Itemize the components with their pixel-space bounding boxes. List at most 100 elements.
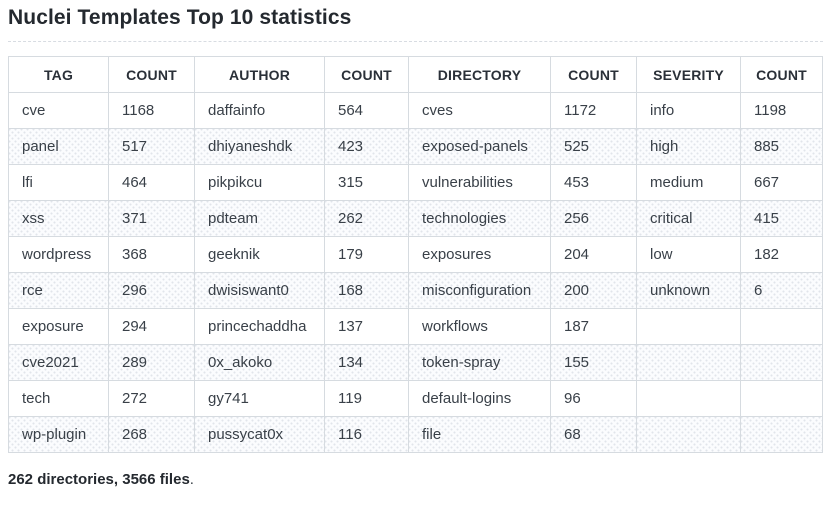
table-cell-directory-count: 68 (550, 416, 637, 454)
column-header-severity: SEVERITY (636, 56, 741, 94)
table-cell-tag: wp-plugin (8, 416, 109, 454)
title-divider (8, 41, 823, 43)
table-cell-directory: default-logins (408, 380, 551, 418)
page-container: Nuclei Templates Top 10 statistics TAG CO… (8, 6, 823, 488)
table-cell-author-count: 315 (324, 164, 409, 202)
table-cell-directory-count: 187 (550, 308, 637, 346)
table-cell-tag: rce (8, 272, 109, 310)
table-cell-author-count: 564 (324, 92, 409, 130)
table-cell-directory: file (408, 416, 551, 454)
table-cell-author: pikpikcu (194, 164, 325, 202)
table-cell-tag: lfi (8, 164, 109, 202)
table-cell-directory-count: 155 (550, 344, 637, 382)
table-cell-severity: medium (636, 164, 741, 202)
table-cell-tag: cve2021 (8, 344, 109, 382)
table-cell-tag-count: 296 (108, 272, 195, 310)
column-header-directory-count: COUNT (550, 56, 637, 94)
table-cell-directory: token-spray (408, 344, 551, 382)
table-cell-author: dwisiswant0 (194, 272, 325, 310)
table-cell-tag-count: 371 (108, 200, 195, 238)
column-header-severity-count: COUNT (740, 56, 823, 94)
table-cell-tag-count: 272 (108, 380, 195, 418)
table-cell-author: daffainfo (194, 92, 325, 130)
summary-line: 262 directories, 3566 files. (8, 471, 823, 488)
table-row: wp-plugin 268 pussycat0x 116 file 68 (8, 416, 823, 454)
table-cell-severity: unknown (636, 272, 741, 310)
column-header-tag: TAG (8, 56, 109, 94)
table-row: xss 371 pdteam 262 technologies 256 critical 41… (8, 200, 823, 238)
table-row: cve2021 289 0x_akoko 134 token-spray 155 (8, 344, 823, 382)
column-header-directory: DIRECTORY (408, 56, 551, 94)
table-cell-directory-count: 200 (550, 272, 637, 310)
table-row: panel 517 dhiyaneshdk 423 exposed-panels 525 h… (8, 128, 823, 166)
nuclei-stats-table: TAG COUNT AUTHOR COUNT DIRECTORY COUNT SEVERIT… (8, 56, 823, 454)
table-cell-author-count: 119 (324, 380, 409, 418)
table-cell-author: geeknik (194, 236, 325, 274)
table-cell-author: pdteam (194, 200, 325, 238)
table-cell-author: 0x_akoko (194, 344, 325, 382)
table-cell-directory: vulnerabilities (408, 164, 551, 202)
table-row: rce 296 dwisiswant0 168 misconfiguration 200 u… (8, 272, 823, 310)
table-cell-directory-count: 1172 (550, 92, 637, 130)
table-cell-directory: misconfiguration (408, 272, 551, 310)
table-cell-directory: workflows (408, 308, 551, 346)
table-cell-severity: high (636, 128, 741, 166)
table-cell-author-count: 116 (324, 416, 409, 454)
table-cell-directory: cves (408, 92, 551, 130)
table-cell-directory-count: 96 (550, 380, 637, 418)
column-header-author-count: COUNT (324, 56, 409, 94)
table-cell-author-count: 137 (324, 308, 409, 346)
table-row: cve 1168 daffainfo 564 cves 1172 info 1198 (8, 92, 823, 130)
table-cell-severity (636, 308, 741, 346)
table-cell-tag: xss (8, 200, 109, 238)
table-cell-author: pussycat0x (194, 416, 325, 454)
table-cell-directory: technologies (408, 200, 551, 238)
table-row: lfi 464 pikpikcu 315 vulnerabilities 453 mediu… (8, 164, 823, 202)
table-row: wordpress 368 geeknik 179 exposures 204 low 182 (8, 236, 823, 274)
table-cell-severity: critical (636, 200, 741, 238)
table-cell-author: princechaddha (194, 308, 325, 346)
table-row: tech 272 gy741 119 default-logins 96 (8, 380, 823, 418)
table-cell-severity-count (740, 344, 823, 382)
table-cell-author-count: 262 (324, 200, 409, 238)
table-cell-severity-count: 182 (740, 236, 823, 274)
table-row: exposure 294 princechaddha 137 workflows 187 (8, 308, 823, 346)
table-cell-severity (636, 380, 741, 418)
table-cell-directory: exposed-panels (408, 128, 551, 166)
table-cell-severity: info (636, 92, 741, 130)
table-cell-author-count: 168 (324, 272, 409, 310)
table-cell-severity (636, 344, 741, 382)
page-title: Nuclei Templates Top 10 statistics (8, 6, 352, 29)
table-body: cve 1168 daffainfo 564 cves 1172 info 1198 panel… (8, 92, 823, 454)
table-cell-author: dhiyaneshdk (194, 128, 325, 166)
table-cell-tag-count: 294 (108, 308, 195, 346)
table-cell-severity-count (740, 416, 823, 454)
table-cell-tag: tech (8, 380, 109, 418)
table-cell-tag: panel (8, 128, 109, 166)
table-cell-severity-count: 885 (740, 128, 823, 166)
table-cell-tag-count: 464 (108, 164, 195, 202)
table-cell-severity-count: 415 (740, 200, 823, 238)
table-cell-tag: cve (8, 92, 109, 130)
column-header-tag-count: COUNT (108, 56, 195, 94)
table-cell-tag-count: 517 (108, 128, 195, 166)
table-header-row: TAG COUNT AUTHOR COUNT DIRECTORY COUNT SEVERIT… (8, 56, 823, 94)
table-cell-tag-count: 289 (108, 344, 195, 382)
table-cell-tag-count: 268 (108, 416, 195, 454)
table-cell-author-count: 423 (324, 128, 409, 166)
table-cell-severity: low (636, 236, 741, 274)
summary-counts: 262 directories, 3566 files (8, 471, 190, 489)
table-cell-directory-count: 204 (550, 236, 637, 274)
table-cell-author: gy741 (194, 380, 325, 418)
table-cell-severity-count: 1198 (740, 92, 823, 130)
table-cell-severity-count (740, 308, 823, 346)
table-cell-tag: wordpress (8, 236, 109, 274)
table-cell-directory-count: 256 (550, 200, 637, 238)
table-cell-tag: exposure (8, 308, 109, 346)
table-cell-directory-count: 453 (550, 164, 637, 202)
table-cell-severity (636, 416, 741, 454)
table-cell-tag-count: 368 (108, 236, 195, 274)
table-cell-severity-count: 6 (740, 272, 823, 310)
table-cell-tag-count: 1168 (108, 92, 195, 130)
table-cell-author-count: 179 (324, 236, 409, 274)
